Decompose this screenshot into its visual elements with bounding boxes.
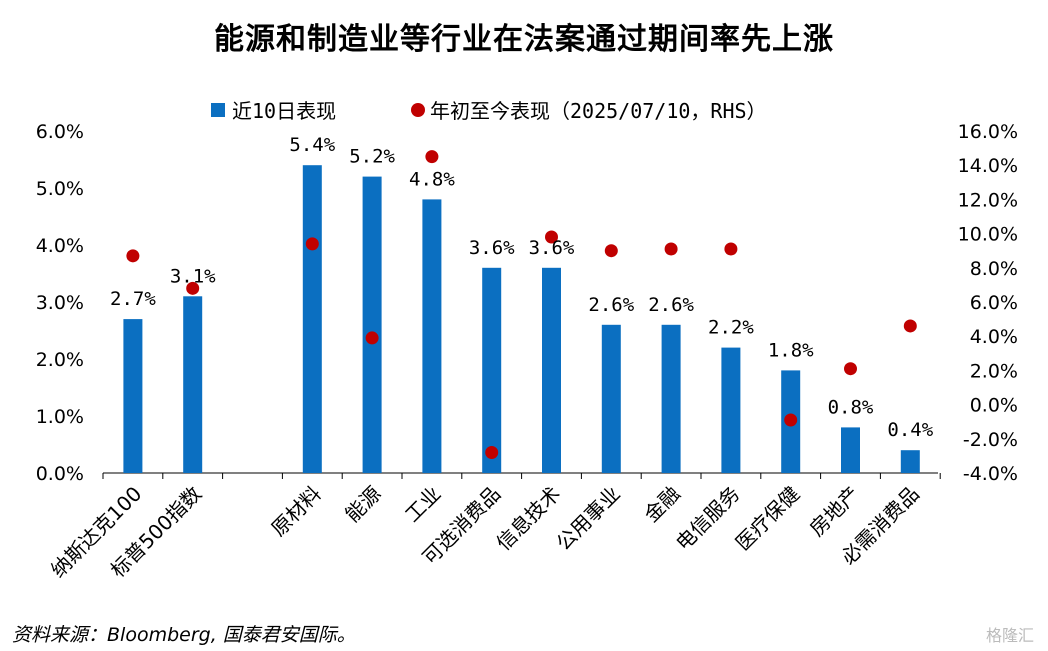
- right-y-tick-label: 6.0%: [970, 292, 1018, 314]
- category-label: 原材料: [266, 482, 325, 541]
- chart-title: 能源和制造业等行业在法案通过期间率先上涨: [214, 22, 834, 57]
- category-label: 工业: [400, 482, 445, 527]
- bar: [900, 450, 920, 473]
- bar: [841, 427, 860, 473]
- category-label: 公用事业: [551, 482, 625, 556]
- bar-data-label: 5.4%: [289, 134, 335, 156]
- left-y-tick-label: 4.0%: [36, 235, 84, 257]
- right-y-tick-label: 10.0%: [958, 224, 1018, 246]
- right-y-axis: -4.0% -2.0% 0.0% 2.0% 4.0% 6.0% 8.0% 10.0% 12.0%…: [958, 121, 1018, 485]
- bar-data-label: 0.4%: [887, 419, 933, 441]
- legend-bar-label: 近10日表现: [232, 99, 336, 123]
- category-label: 金融: [639, 482, 684, 527]
- right-y-tick-label: 12.0%: [958, 189, 1018, 211]
- bar: [362, 176, 382, 473]
- bar-data-label: 2.7%: [110, 288, 156, 310]
- data-point: [664, 242, 678, 256]
- right-y-tick-label: -4.0%: [963, 463, 1018, 485]
- left-y-tick-label: 0.0%: [36, 463, 84, 485]
- data-point: [425, 150, 439, 164]
- source-note: 资料来源：Bloomberg, 国泰君安国际。: [12, 624, 356, 646]
- category-label: 电信服务: [671, 482, 745, 556]
- data-point: [305, 237, 319, 251]
- bar-data-label: 3.1%: [170, 265, 216, 287]
- left-y-tick-label: 2.0%: [36, 349, 84, 371]
- bar: [123, 319, 143, 473]
- right-y-tick-label: 2.0%: [970, 360, 1018, 382]
- bar: [661, 324, 681, 473]
- bar-data-label: 3.6%: [529, 237, 575, 259]
- left-y-tick-label: 1.0%: [36, 406, 84, 428]
- right-y-tick-label: 4.0%: [970, 326, 1018, 348]
- left-y-tick-label: 6.0%: [36, 121, 84, 143]
- x-axis: [102, 472, 941, 479]
- bar-data-label: 2.6%: [648, 294, 694, 316]
- data-point: [844, 362, 857, 376]
- data-point: [604, 244, 618, 258]
- bar-data-label: 2.2%: [708, 317, 754, 339]
- data-point: [126, 249, 140, 263]
- bar-data-label: 3.6%: [469, 237, 515, 259]
- data-point: [545, 230, 558, 244]
- right-y-tick-label: 8.0%: [970, 258, 1018, 280]
- category-label: 信息技术: [491, 482, 565, 556]
- data-point: [903, 319, 917, 333]
- right-y-tick-label: 0.0%: [970, 395, 1018, 417]
- category-label: 能源: [340, 482, 385, 527]
- legend-dot-swatch: [411, 103, 425, 117]
- legend-bar-swatch: [211, 103, 225, 117]
- bar: [721, 347, 741, 473]
- data-point: [485, 445, 499, 459]
- bar-data-label: 0.8%: [828, 396, 874, 418]
- left-y-tick-label: 5.0%: [36, 178, 84, 200]
- right-y-tick-label: 14.0%: [958, 155, 1018, 177]
- legend-dot-label: 年初至今表现（2025/07/10，RHS）: [430, 99, 767, 123]
- bar: [482, 267, 502, 473]
- category-label: 医疗保健: [731, 482, 805, 556]
- data-point: [724, 242, 738, 256]
- watermark: 格隆汇: [985, 626, 1034, 645]
- data-point: [784, 413, 798, 427]
- right-y-tick-label: 16.0%: [958, 121, 1018, 143]
- bar-data-label: 2.6%: [588, 294, 634, 316]
- data-point: [186, 281, 200, 295]
- left-y-tick-label: 3.0%: [36, 292, 84, 314]
- bar: [601, 324, 621, 473]
- left-y-axis: 0.0% 1.0% 2.0% 3.0% 4.0% 5.0% 6.0%: [36, 121, 84, 485]
- right-y-tick-label: -2.0%: [963, 429, 1018, 451]
- bar: [542, 267, 561, 473]
- bar: [422, 199, 442, 473]
- data-point: [365, 331, 379, 345]
- bar-data-labels: 2.7% 3.1% 5.4% 5.2% 4.8% 3.6% 3.6% 2.6% 2.6% 2.2%…: [110, 134, 934, 441]
- bar-series: [123, 165, 920, 473]
- legend: 近10日表现 年初至今表现（2025/07/10，RHS）: [211, 99, 767, 123]
- bar: [183, 296, 203, 473]
- bar-data-label: 5.2%: [349, 146, 395, 168]
- bar-data-label: 1.8%: [768, 339, 814, 361]
- dot-series: [126, 150, 917, 459]
- bar: [302, 165, 322, 473]
- bar-data-label: 4.8%: [409, 168, 455, 190]
